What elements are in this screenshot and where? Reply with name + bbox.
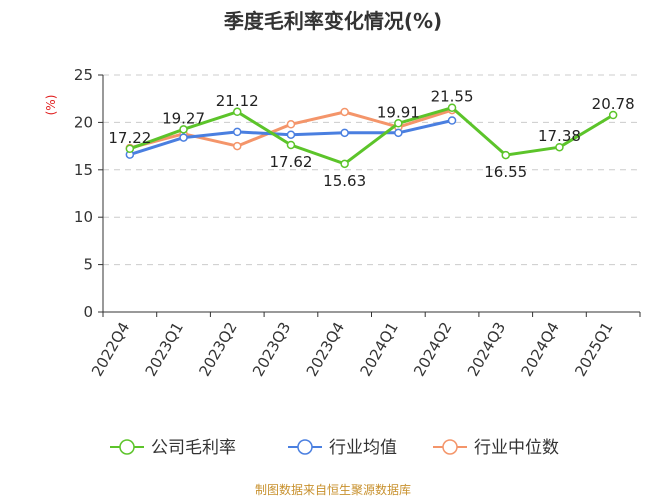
data-label: 19.27 [162,109,205,127]
series-line-company [129,106,614,166]
x-tick-label: 2022Q4 [88,319,133,380]
data-point-industry_avg[interactable] [233,127,242,137]
data-label: 17.38 [538,127,581,145]
legend-item-industry_avg[interactable]: 行业均值 [288,438,397,458]
y-axis-unit-label: (%) [44,95,58,116]
legend[interactable]: 公司毛利率 行业均值 行业中位数 [110,438,559,458]
legend-label: 行业中位数 [474,438,559,458]
data-point-company[interactable] [447,103,457,112]
source-note: 制图数据来自恒生聚源数据库 [255,482,411,497]
y-tick-label: 25 [74,66,93,84]
x-axis-ticks: 2022Q4 2023Q1 2023Q2 2023Q3 2023Q4 2024Q1 2024… [88,312,641,380]
y-tick-label: 5 [83,256,93,274]
legend-item-industry_median[interactable]: 行业中位数 [433,438,559,458]
x-tick-label: 2023Q1 [142,319,187,380]
legend-label: 行业均值 [329,438,397,458]
chart-title: 季度毛利率变化情况(%) [223,9,442,33]
data-point-company[interactable] [501,150,510,160]
data-label: 17.62 [269,153,312,171]
data-label: 21.12 [216,92,259,110]
data-label: 16.55 [484,163,527,181]
data-point-industry_median[interactable] [286,120,296,129]
data-point-industry_avg[interactable] [179,133,188,142]
legend-item-company[interactable]: 公司毛利率 [110,438,236,458]
data-point-company[interactable] [125,144,135,154]
x-tick-label: 2024Q2 [410,319,455,380]
data-point-company[interactable] [608,110,618,120]
x-tick-label: 2023Q4 [303,319,348,380]
data-point-company[interactable] [555,142,564,152]
data-point-industry_avg[interactable] [447,116,457,125]
data-label: 20.78 [592,95,635,113]
series-layer [125,103,618,169]
legend-swatch-marker [442,439,458,455]
x-tick-label: 2024Q4 [518,319,563,380]
x-tick-label: 2023Q3 [249,319,294,380]
grid-lines [103,74,640,266]
data-point-industry_median[interactable] [340,107,349,117]
data-point-company[interactable] [286,140,296,150]
data-point-company[interactable] [233,107,242,117]
x-tick-label: 2024Q3 [464,319,509,380]
y-axis-ticks: 0 5 10 15 20 25 [74,66,103,321]
data-labels: 17.22 19.27 21.12 17.62 15.63 19.91 21.55 16.55… [108,88,634,190]
legend-label: 公司毛利率 [151,438,236,458]
data-point-industry_avg[interactable] [340,128,349,138]
legend-swatch-marker [119,439,135,455]
legend-swatch-marker [297,439,313,455]
data-label: 15.63 [323,172,366,190]
x-tick-label: 2025Q1 [571,319,616,380]
x-tick-label: 2024Q1 [356,319,401,380]
series-industry_avg [125,116,457,159]
data-label: 17.22 [108,129,151,147]
data-point-company[interactable] [179,125,188,134]
data-point-industry_avg[interactable] [286,130,296,139]
y-tick-label: 20 [74,113,93,131]
y-tick-label: 15 [74,161,93,179]
y-tick-label: 0 [83,303,93,321]
data-point-industry_avg[interactable] [394,128,403,138]
y-tick-label: 10 [74,208,93,226]
data-point-industry_median[interactable] [233,141,242,151]
series-company [125,103,618,169]
data-label: 21.55 [431,88,474,106]
data-point-company[interactable] [340,159,349,169]
data-label: 19.91 [377,103,420,121]
x-tick-label: 2023Q2 [195,319,240,380]
data-point-company[interactable] [394,119,403,128]
